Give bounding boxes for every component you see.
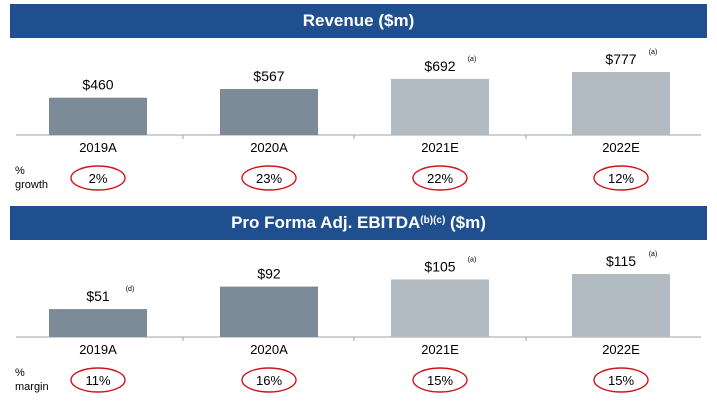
revenue-metric-label-line2: growth <box>15 179 48 191</box>
ebitda-bar-2022E <box>572 274 670 337</box>
revenue-category-label: 2019A <box>79 140 117 155</box>
revenue-metric-circle <box>593 165 649 191</box>
revenue-bar-footnote: (a) <box>468 56 477 63</box>
ebitda-metric-value: 11% <box>85 373 110 388</box>
ebitda-bar-footnote: (a) <box>649 251 658 258</box>
ebitda-header: Pro Forma Adj. EBITDA (b)(c) ($m) <box>10 206 707 240</box>
revenue-panel: Revenue ($m) $460 2019A 2% $567 2020A 23% $692… <box>10 4 707 203</box>
revenue-metric-circle <box>241 165 297 191</box>
revenue-category-label: 2020A <box>250 140 288 155</box>
revenue-metric-value: 22% <box>427 171 453 186</box>
revenue-chart: $460 2019A 2% $567 2020A 23% $692 (a) 2021E 22% $7… <box>15 49 701 191</box>
ebitda-bar-footnote: (d) <box>126 286 135 293</box>
ebitda-metric-circle <box>70 367 126 393</box>
ebitda-bar-value-label: $115 <box>606 253 636 269</box>
revenue-metric-value: 23% <box>256 171 282 186</box>
ebitda-bar-value-label: $92 <box>257 266 281 282</box>
ebitda-panel: Pro Forma Adj. EBITDA (b)(c) ($m) $51 (d) 2… <box>10 206 707 405</box>
revenue-bar-value-label: $567 <box>253 68 284 84</box>
revenue-bar-value-label: $692 <box>424 58 455 74</box>
ebitda-metric-label-line2: margin <box>15 381 49 393</box>
ebitda-bar-2021E <box>391 279 489 337</box>
revenue-category-label: 2021E <box>421 140 459 155</box>
ebitda-metric-circle <box>241 367 297 393</box>
ebitda-metric-value: 15% <box>427 373 453 388</box>
ebitda-title: Pro Forma Adj. EBITDA <box>231 213 421 232</box>
revenue-bar-footnote: (a) <box>649 49 658 56</box>
ebitda-category-label: 2019A <box>79 342 117 357</box>
ebitda-title-footnote: (b)(c) <box>420 214 446 226</box>
revenue-metric-value: 2% <box>89 171 108 186</box>
ebitda-chart: $51 (d) 2019A 11% $92 2020A 16% $105 (a) 2021E 15%… <box>15 251 701 393</box>
revenue-bar-value-label: $777 <box>605 51 636 67</box>
ebitda-metric-label-line1: % <box>15 367 25 379</box>
ebitda-metric-circle <box>593 367 649 393</box>
revenue-bar-value-label: $460 <box>82 77 113 93</box>
revenue-metric-circle <box>412 165 468 191</box>
ebitda-metric-value: 16% <box>256 373 282 388</box>
revenue-metric-circle <box>70 165 126 191</box>
ebitda-category-label: 2021E <box>421 342 459 357</box>
ebitda-category-label: 2022E <box>602 342 640 357</box>
revenue-bar-2019A <box>49 97 147 135</box>
revenue-category-label: 2022E <box>602 140 640 155</box>
revenue-header: Revenue ($m) <box>10 4 707 38</box>
revenue-metric-label-line1: % <box>15 165 25 177</box>
ebitda-metric-circle <box>412 367 468 393</box>
ebitda-category-label: 2020A <box>250 342 288 357</box>
ebitda-title-suffix: ($m) <box>445 213 486 232</box>
ebitda-metric-value: 15% <box>608 373 634 388</box>
ebitda-bar-2019A <box>49 309 147 337</box>
revenue-bar-2022E <box>572 72 670 135</box>
revenue-bar-2020A <box>220 89 318 135</box>
ebitda-bar-footnote: (a) <box>468 256 477 263</box>
revenue-bar-2021E <box>391 78 489 135</box>
ebitda-bar-2020A <box>220 286 318 337</box>
ebitda-bar-value-label: $51 <box>86 288 110 304</box>
ebitda-bar-value-label: $105 <box>424 258 455 274</box>
revenue-metric-value: 12% <box>608 171 634 186</box>
revenue-title: Revenue ($m) <box>302 11 415 30</box>
